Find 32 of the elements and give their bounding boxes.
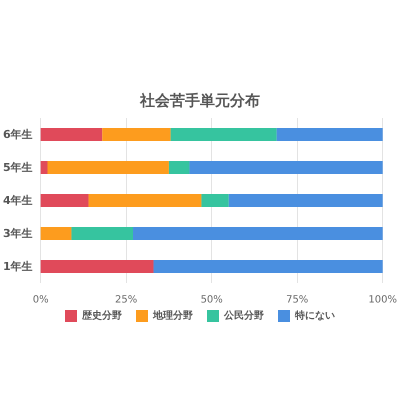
legend-label: 公民分野 [223, 310, 264, 322]
bar [228, 194, 383, 207]
y-tick-label: 3年生 [3, 227, 33, 240]
bar [40, 227, 72, 240]
bar [40, 161, 48, 174]
y-tick-label: 6年生 [3, 128, 33, 141]
bar [40, 260, 154, 273]
bar [47, 161, 169, 174]
bar [154, 260, 383, 273]
bar [201, 194, 229, 207]
legend-label: 歴史分野 [81, 310, 122, 322]
bar [40, 128, 102, 141]
bar [170, 128, 277, 141]
bar [276, 128, 383, 141]
x-tick-label: 0% [32, 294, 49, 306]
x-tick-label: 50% [200, 294, 223, 306]
bar [40, 194, 89, 207]
bar [133, 227, 383, 240]
chart-title: 社会苦手単元分布 [139, 92, 260, 110]
y-tick-label: 1年生 [3, 260, 33, 273]
bar [71, 227, 134, 240]
y-tick-label: 5年生 [3, 161, 33, 174]
x-tick-label: 75% [286, 294, 308, 306]
bar [102, 128, 171, 141]
bar [189, 161, 383, 174]
bar [168, 161, 190, 174]
x-tick-label: 25% [115, 294, 138, 306]
bar [88, 194, 202, 207]
legend-label: 地理分野 [152, 310, 193, 322]
x-tick-label: 100% [368, 294, 397, 306]
legend-label: 特にない [294, 310, 335, 322]
y-tick-label: 4年生 [3, 194, 33, 207]
